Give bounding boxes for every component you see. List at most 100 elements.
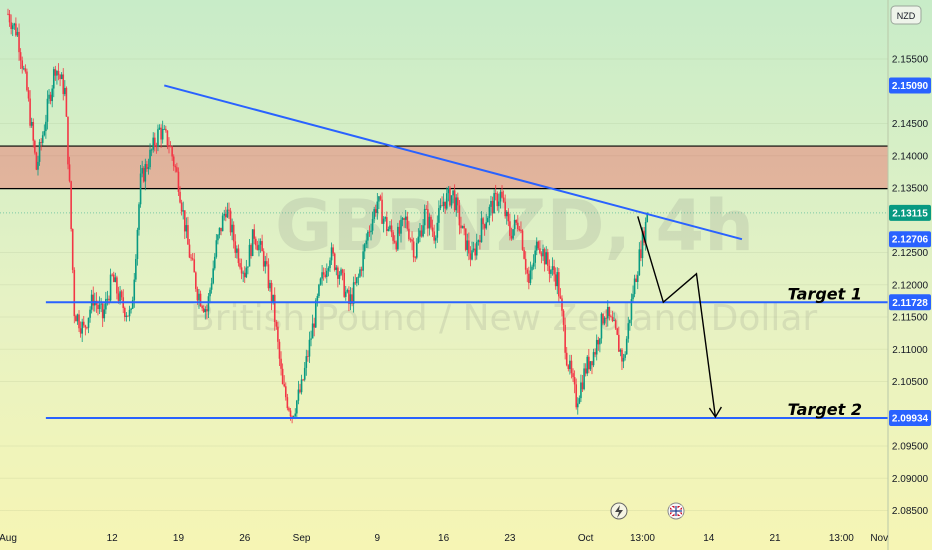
- lightning-icon[interactable]: [610, 502, 628, 520]
- candle: [505, 211, 508, 217]
- candle: [228, 209, 230, 211]
- candle: [45, 121, 47, 132]
- candle: [493, 193, 495, 214]
- candle: [261, 241, 263, 252]
- candle: [223, 213, 226, 216]
- price-tag[interactable]: [889, 294, 931, 311]
- candle: [51, 88, 53, 102]
- candle: [610, 316, 612, 318]
- candle: [600, 313, 603, 339]
- candle: [455, 197, 458, 211]
- candle: [114, 277, 117, 283]
- candle: [594, 352, 596, 355]
- candle: [371, 219, 374, 231]
- candle: [583, 368, 585, 390]
- candle: [464, 228, 467, 250]
- candle: [206, 309, 208, 312]
- candle: [305, 356, 308, 368]
- candle: [546, 252, 549, 266]
- candle: [333, 253, 336, 270]
- price-axis[interactable]: 2.15500 2.14500 2.14000 2.13500 2.12500 2.120…: [889, 55, 931, 518]
- candle: [457, 197, 459, 206]
- candle: [229, 210, 232, 233]
- candle: [578, 398, 581, 404]
- candle: [297, 389, 300, 401]
- candle: [318, 284, 320, 297]
- price-tag[interactable]: [889, 231, 931, 248]
- candle: [537, 241, 540, 249]
- candle: [401, 218, 404, 220]
- candle: [348, 290, 350, 304]
- candle: [308, 339, 311, 357]
- date-label: 26: [239, 533, 251, 544]
- candle: [81, 321, 83, 334]
- descending-trendline[interactable]: [163, 84, 743, 241]
- candle: [482, 218, 484, 225]
- candle: [387, 229, 390, 232]
- currency-badge[interactable]: NZD: [890, 5, 922, 25]
- price-tag[interactable]: [889, 204, 931, 221]
- candle: [436, 222, 439, 238]
- candle: [390, 225, 393, 233]
- candle: [207, 296, 210, 312]
- candle: [619, 349, 622, 352]
- candle: [32, 122, 35, 141]
- date-label: Oct: [578, 533, 594, 544]
- candle: [606, 306, 609, 319]
- candle: [569, 360, 571, 369]
- candle: [515, 219, 518, 223]
- candle: [136, 229, 139, 259]
- candle: [190, 257, 192, 259]
- candle: [253, 229, 256, 239]
- candle: [453, 190, 456, 211]
- price-tick-label: 2.09500: [892, 442, 929, 453]
- candle: [411, 239, 413, 242]
- candle: [572, 373, 574, 378]
- date-label: 16: [438, 533, 450, 544]
- candle: [352, 282, 355, 304]
- projected-path-arrow[interactable]: [637, 216, 717, 418]
- resistance-zone[interactable]: [0, 145, 888, 190]
- date-label: 19: [173, 533, 185, 544]
- candle: [341, 269, 344, 273]
- candle: [147, 167, 150, 169]
- candle: [507, 211, 510, 222]
- candle: [202, 308, 205, 313]
- candle: [365, 240, 368, 245]
- candle: [419, 230, 421, 237]
- candle: [630, 299, 633, 320]
- candle: [231, 224, 233, 233]
- candle: [386, 217, 388, 232]
- candle: [548, 265, 551, 274]
- candle: [60, 74, 63, 79]
- drawings[interactable]: Target 1 Target 2: [0, 84, 888, 420]
- candle: [67, 116, 69, 165]
- candle: [629, 319, 631, 324]
- candle: [412, 241, 415, 258]
- candle: [68, 164, 71, 182]
- candle: [370, 230, 372, 233]
- candle: [545, 252, 548, 265]
- price-tag[interactable]: [889, 410, 931, 427]
- candle: [381, 199, 383, 224]
- candle: [523, 249, 525, 259]
- candle: [218, 227, 221, 235]
- candle: [24, 68, 27, 72]
- candle: [447, 188, 450, 194]
- flag-event-icon[interactable]: [667, 502, 685, 520]
- candle: [275, 321, 278, 327]
- candle: [576, 403, 579, 408]
- candle: [264, 261, 267, 267]
- candle: [40, 142, 42, 143]
- candle: [520, 230, 522, 231]
- candle: [139, 173, 142, 205]
- candle: [303, 367, 306, 380]
- resistance-zone-fill[interactable]: [0, 146, 888, 189]
- price-tag[interactable]: [889, 77, 931, 94]
- candle: [580, 382, 582, 399]
- candle: [86, 327, 88, 329]
- candle: [433, 231, 435, 241]
- time-axis[interactable]: Aug 12 19 26 Sep 9 16 23 Oct 13:00 14 21 13:00 Nov: [0, 533, 888, 544]
